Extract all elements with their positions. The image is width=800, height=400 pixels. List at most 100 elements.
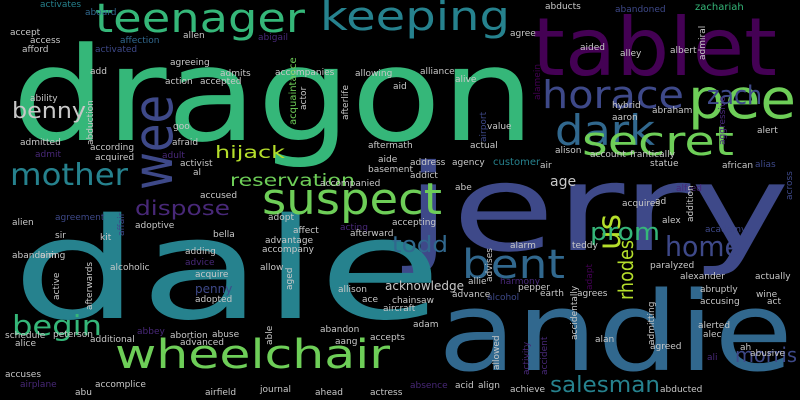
word: abduction [86, 100, 96, 145]
word: aang [335, 337, 357, 347]
word: absence [410, 381, 448, 391]
word: pee [688, 67, 796, 131]
word: us [590, 214, 628, 250]
word: account [590, 150, 626, 160]
word: active [52, 272, 62, 300]
word: tablet [532, 1, 777, 94]
word: accepted [200, 77, 241, 87]
word: air [540, 161, 552, 171]
word: abducted [660, 385, 702, 395]
word: morris [735, 343, 797, 367]
word: schedule [5, 331, 46, 341]
word: ah [740, 343, 751, 353]
word: hijack [215, 143, 285, 163]
word: afraid [172, 138, 198, 148]
word: value [487, 122, 512, 132]
word: alfred [676, 184, 702, 194]
word: advance [452, 290, 491, 300]
word: alliance [420, 67, 455, 77]
word: activist [180, 159, 213, 169]
word: al [193, 168, 201, 178]
word: admitting [647, 302, 657, 345]
word: allow [260, 263, 283, 273]
word: secret [582, 119, 734, 165]
word: peterson [53, 330, 93, 340]
word: afterlife [341, 85, 351, 120]
word: acknowledge [385, 279, 464, 293]
word: aaron [612, 113, 638, 123]
word: actual [470, 141, 498, 151]
word: activates [40, 0, 81, 10]
word: afterwards [85, 262, 95, 310]
word: teenager [95, 0, 306, 42]
word: allie [468, 277, 487, 287]
word: abuse [212, 330, 240, 340]
word: mother [10, 158, 129, 193]
word: teddy [572, 241, 598, 251]
word: abbey [137, 327, 165, 337]
word: journal [259, 385, 291, 395]
word: abruptly [700, 285, 738, 295]
word: aboard [85, 8, 117, 18]
word: bent [462, 242, 565, 288]
word: basement [368, 165, 413, 175]
word: activity [522, 341, 532, 375]
word: hybrid [612, 101, 641, 111]
word: alice [15, 339, 36, 349]
word: accompanies [275, 68, 335, 78]
word: alec [703, 330, 722, 340]
word: acquaintance [288, 57, 299, 125]
word: aim [40, 251, 57, 261]
word: airplane [20, 380, 57, 390]
word: paralyzed [650, 261, 694, 271]
word: adapt [585, 264, 595, 290]
word: accompany [262, 245, 315, 255]
word: abu [75, 388, 92, 398]
word: accident [540, 336, 550, 375]
word: accomplice [95, 380, 146, 390]
word: adoptive [135, 221, 175, 231]
word: kit [100, 233, 112, 243]
word: abraham [652, 106, 692, 116]
word: aircraft [383, 304, 416, 314]
word: andie [438, 268, 793, 396]
word: begin [12, 309, 102, 342]
word: accepting [392, 218, 436, 228]
word: allison [338, 285, 367, 295]
word: adopted [195, 295, 232, 305]
word: abortion [170, 331, 208, 341]
word: statue [650, 159, 679, 169]
word: accuses [5, 370, 41, 380]
word: actor [299, 87, 309, 110]
word: chainsaw [392, 296, 434, 306]
word: todd [392, 233, 448, 258]
word: admit [35, 150, 61, 160]
word: accusing [700, 297, 740, 307]
word: admitted [20, 138, 61, 148]
word: accepts [370, 333, 405, 343]
word: age [550, 174, 576, 190]
word: alien [12, 218, 34, 228]
word: dragon [12, 19, 535, 171]
word: abandoning [12, 251, 65, 261]
word: address [410, 158, 446, 168]
word: alive [455, 75, 477, 85]
word: horace [542, 73, 684, 117]
word: agrees [577, 289, 608, 299]
word: alex [662, 216, 681, 226]
word: goo [173, 122, 190, 132]
word: admiral [698, 26, 708, 60]
word: wee [121, 95, 185, 190]
word: advises [485, 248, 495, 282]
word: afterward [350, 229, 393, 239]
word: affection [120, 36, 159, 46]
word: accompanied [320, 179, 380, 189]
word: dispose [135, 196, 230, 220]
word: acquired [95, 153, 134, 163]
word: alley [620, 49, 642, 59]
word: adult [162, 151, 185, 161]
word: rhodes [614, 240, 638, 300]
word: alerted [698, 321, 730, 331]
word: academy [705, 225, 747, 235]
